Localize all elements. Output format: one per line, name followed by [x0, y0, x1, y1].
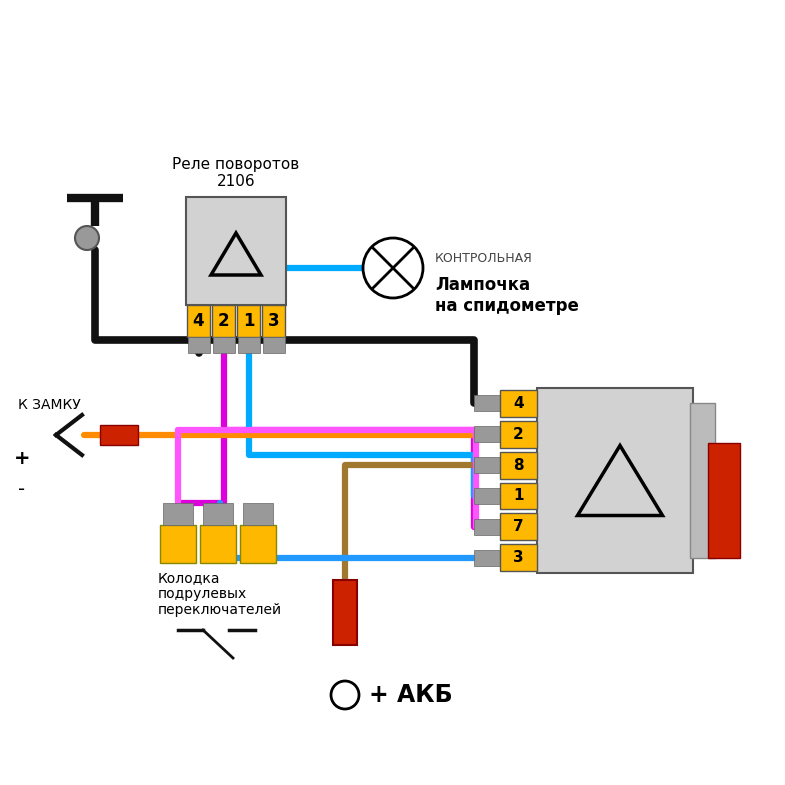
Bar [537, 388, 693, 573]
Bar [187, 305, 210, 337]
Circle shape [75, 226, 99, 250]
Text: КОНТРОЛЬНАЯ: КОНТРОЛЬНАЯ [435, 251, 533, 265]
Bar [474, 457, 501, 473]
Bar [188, 337, 210, 353]
Bar [200, 525, 236, 563]
Bar [203, 503, 233, 525]
Text: 2: 2 [217, 312, 229, 330]
Text: 1: 1 [513, 488, 524, 503]
Text: 1: 1 [243, 312, 254, 330]
Text: Лампочка
на спидометре: Лампочка на спидометре [435, 276, 579, 315]
Bar [500, 544, 537, 571]
Bar [500, 390, 537, 417]
Text: +: + [14, 448, 31, 468]
Text: 2: 2 [513, 427, 524, 442]
Text: К ЗАМКУ: К ЗАМКУ [18, 398, 81, 412]
Bar [238, 337, 260, 353]
Text: Реле поворотов
2106: Реле поворотов 2106 [173, 156, 300, 189]
Bar [500, 483, 537, 509]
Circle shape [331, 681, 359, 709]
Text: 4: 4 [513, 396, 524, 411]
Text: 3: 3 [513, 550, 524, 565]
Bar [160, 525, 196, 563]
Text: 8: 8 [513, 458, 524, 473]
Bar [500, 451, 537, 479]
Bar [474, 519, 501, 535]
Bar [213, 337, 235, 353]
Bar [186, 197, 286, 305]
Bar [237, 305, 260, 337]
Text: 7: 7 [513, 519, 524, 535]
Bar [474, 550, 501, 565]
Text: + АКБ: + АКБ [369, 683, 453, 707]
Bar [262, 337, 284, 353]
Bar [500, 513, 537, 540]
Text: -: - [18, 480, 26, 499]
Bar [474, 426, 501, 442]
Bar [163, 503, 193, 525]
Bar [500, 421, 537, 447]
Bar [708, 443, 740, 558]
Bar [243, 503, 273, 525]
Bar [100, 425, 138, 445]
Bar [474, 396, 501, 411]
Text: 4: 4 [192, 312, 204, 330]
Text: 3: 3 [268, 312, 279, 330]
Bar [474, 488, 501, 504]
Text: Колодка
подрулевых
переключателей: Колодка подрулевых переключателей [158, 571, 282, 617]
Bar [262, 305, 285, 337]
Bar [333, 580, 357, 645]
Bar [212, 305, 235, 337]
Circle shape [363, 238, 423, 298]
Bar [690, 403, 715, 558]
Bar [240, 525, 276, 563]
